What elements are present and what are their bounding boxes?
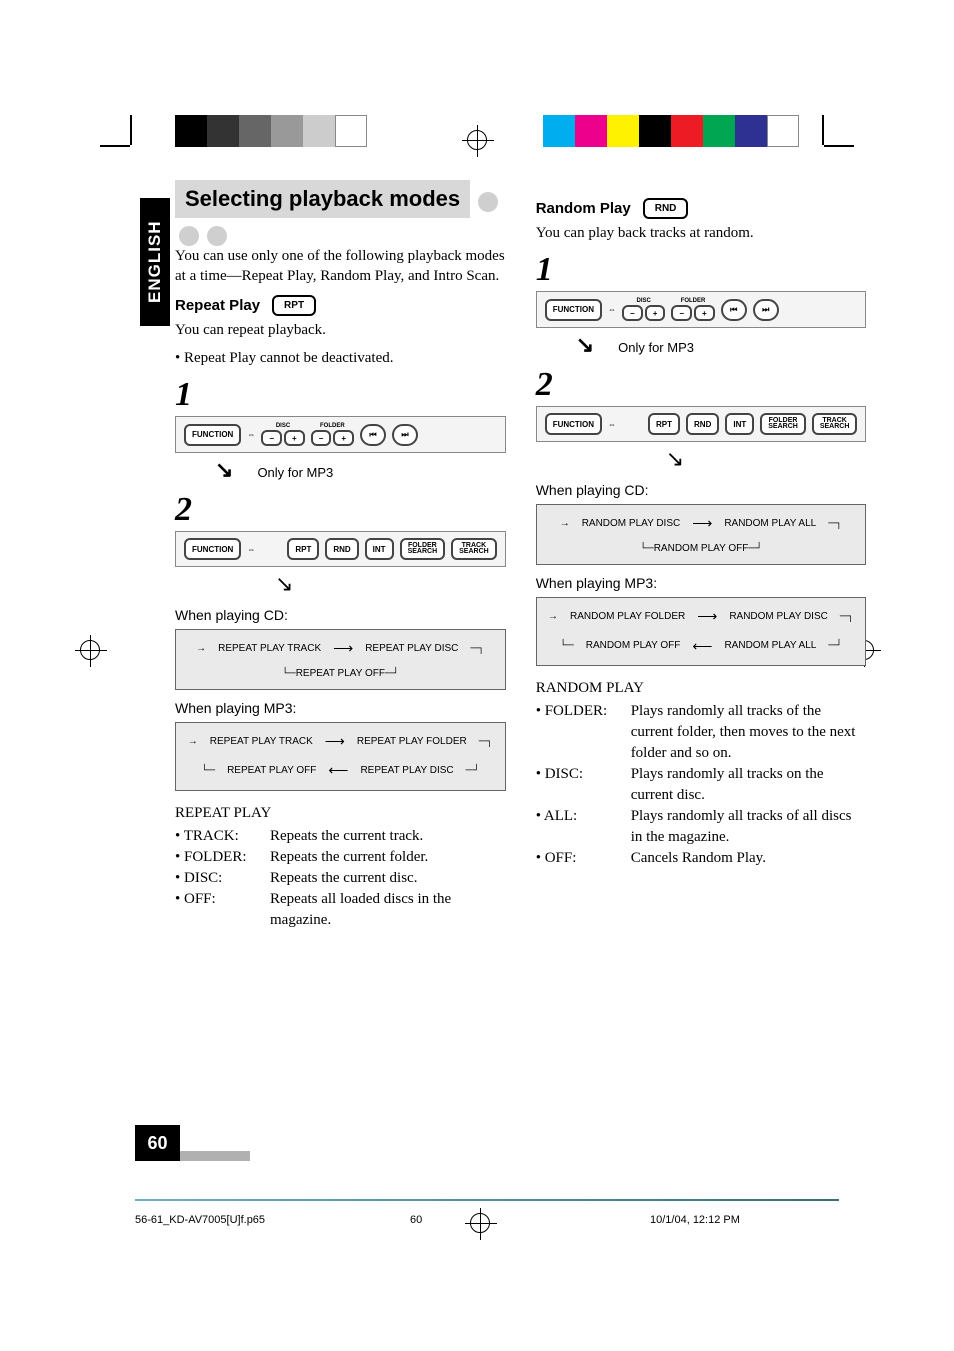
folder-buttons: FOLDER −+ xyxy=(671,298,714,321)
list-header: RANDOM PLAY xyxy=(536,678,867,699)
track-search-button: TRACKSEARCH xyxy=(451,538,497,560)
list-item: • TRACK:Repeats the current track. xyxy=(175,826,506,847)
list-item: • OFF:Cancels Random Play. xyxy=(536,848,867,869)
random-play-label: Random Play xyxy=(536,200,631,217)
footer-line xyxy=(135,1199,839,1201)
list-header: REPEAT PLAY xyxy=(175,803,506,824)
arrow-down-icon: ↘ xyxy=(666,446,867,472)
disc-buttons: DISC −+ xyxy=(261,423,304,446)
bubble-icon xyxy=(478,192,498,212)
function-button: FUNCTION xyxy=(184,424,241,446)
next-track-icon: ⏭ xyxy=(753,299,779,321)
control-panel-1: FUNCTION ⇔ DISC −+ FOLDER −+ ⏮ ⏭ xyxy=(536,291,867,328)
section-title-wrap: Selecting playback modes xyxy=(175,180,506,246)
list-item: • FOLDER:Plays randomly all tracks of th… xyxy=(536,701,867,764)
folder-buttons: FOLDER −+ xyxy=(311,423,354,446)
intro-text: You can use only one of the following pl… xyxy=(175,246,506,287)
control-panel-1: FUNCTION ⇔ DISC −+ FOLDER −+ ⏮ ⏭ xyxy=(175,416,506,453)
rnd-button-icon: RND xyxy=(643,198,689,219)
rnd-button: RND xyxy=(325,538,358,560)
mp3-note: Only for MP3 xyxy=(257,465,333,480)
cd-caption: When playing CD: xyxy=(175,607,506,623)
crop-mark xyxy=(130,115,132,145)
control-panel-2: FUNCTION ⇔ RPT RND INT FOLDERSEARCH TRAC… xyxy=(536,406,867,442)
int-button: INT xyxy=(365,538,394,560)
arrow-down: ↘ Only for MP3 xyxy=(215,457,506,485)
step-2: 2 xyxy=(175,491,506,529)
folder-search-button: FOLDERSEARCH xyxy=(760,413,806,435)
footer-date: 10/1/04, 12:12 PM xyxy=(650,1214,740,1226)
arrow-down: ↘ Only for MP3 xyxy=(576,332,867,360)
list-item: • DISC:Plays randomly all tracks on the … xyxy=(536,764,867,806)
footer-file: 56-61_KD-AV7005[U]f.p65 xyxy=(135,1214,265,1226)
crop-mark xyxy=(824,145,854,147)
arrow-down-icon: ↘ xyxy=(275,571,506,597)
step-2: 2 xyxy=(536,366,867,404)
crop-mark xyxy=(100,145,130,147)
repeat-bullet: • Repeat Play cannot be deactivated. xyxy=(175,348,506,368)
rpt-button-icon: RPT xyxy=(272,295,316,316)
page-number: 60 xyxy=(135,1125,180,1161)
repeat-line1: You can repeat playback. xyxy=(175,320,506,340)
repeat-play-label: Repeat Play xyxy=(175,297,260,314)
list-item: • FOLDER:Repeats the current folder. xyxy=(175,847,506,868)
crop-mark xyxy=(822,115,824,145)
list-item: • OFF:Repeats all loaded discs in the ma… xyxy=(175,889,506,931)
random-line1: You can play back tracks at random. xyxy=(536,223,867,243)
cd-flow: →RANDOM PLAY DISC ⟶ RANDOM PLAY ALL─┐ └─… xyxy=(536,504,867,565)
section-title: Selecting playback modes xyxy=(175,180,470,218)
cd-flow: →REPEAT PLAY TRACK ⟶ REPEAT PLAY DISC─┐ … xyxy=(175,629,506,690)
footer-page: 60 xyxy=(410,1214,422,1226)
rpt-button: RPT xyxy=(648,413,680,435)
track-search-button: TRACKSEARCH xyxy=(812,413,858,435)
registration-target xyxy=(470,1213,490,1233)
int-button: INT xyxy=(725,413,754,435)
step-1: 1 xyxy=(536,251,867,289)
next-track-icon: ⏭ xyxy=(392,424,418,446)
function-button: FUNCTION xyxy=(545,299,602,321)
bubble-icon xyxy=(179,226,199,246)
right-column: Random Play RND You can play back tracks… xyxy=(536,180,867,931)
random-play-list: RANDOM PLAY • FOLDER:Plays randomly all … xyxy=(536,678,867,869)
mp3-caption: When playing MP3: xyxy=(175,700,506,716)
list-item: • DISC:Repeats the current disc. xyxy=(175,868,506,889)
step-1: 1 xyxy=(175,376,506,414)
control-panel-2: FUNCTION ⇔ RPT RND INT FOLDERSEARCH TRAC… xyxy=(175,531,506,567)
function-button: FUNCTION xyxy=(545,413,602,435)
left-column: Selecting playback modes You can use onl… xyxy=(175,180,506,931)
registration-target xyxy=(80,640,100,660)
mp3-note: Only for MP3 xyxy=(618,340,694,355)
bubble-icon xyxy=(207,226,227,246)
prev-track-icon: ⏮ xyxy=(721,299,747,321)
prev-track-icon: ⏮ xyxy=(360,424,386,446)
cd-caption: When playing CD: xyxy=(536,482,867,498)
list-item: • ALL:Plays randomly all tracks of all d… xyxy=(536,806,867,848)
color-bar-right xyxy=(543,115,799,147)
registration-target xyxy=(467,130,487,150)
page-content: Selecting playback modes You can use onl… xyxy=(135,180,835,931)
color-bar-left xyxy=(175,115,367,147)
rnd-button: RND xyxy=(686,413,719,435)
rpt-button: RPT xyxy=(287,538,319,560)
mp3-caption: When playing MP3: xyxy=(536,575,867,591)
folder-search-button: FOLDERSEARCH xyxy=(400,538,446,560)
disc-buttons: DISC −+ xyxy=(622,298,665,321)
repeat-header-row: Repeat Play RPT xyxy=(175,295,506,316)
mp3-flow: →REPEAT PLAY TRACK ⟶ REPEAT PLAY FOLDER─… xyxy=(175,722,506,790)
function-button: FUNCTION xyxy=(184,538,241,560)
repeat-play-list: REPEAT PLAY • TRACK:Repeats the current … xyxy=(175,803,506,931)
random-header-row: Random Play RND xyxy=(536,198,867,219)
mp3-flow: →RANDOM PLAY FOLDER ⟶ RANDOM PLAY DISC─┐… xyxy=(536,597,867,665)
